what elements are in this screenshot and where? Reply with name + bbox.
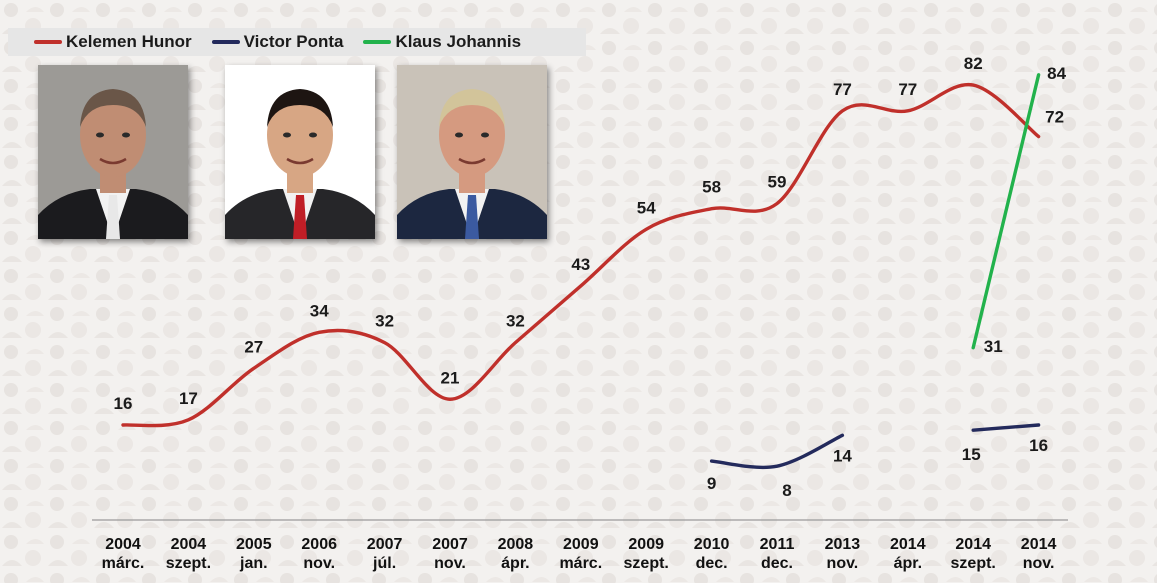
x-tick-label: 2006 nov. — [301, 536, 337, 572]
legend-swatch — [363, 40, 392, 44]
klaus-johannis-data-label: 84 — [1047, 64, 1066, 83]
x-tick-label: 2007 júl. — [367, 536, 403, 572]
kelemen-hunor-data-label: 59 — [768, 173, 787, 192]
x-tick-label: 2004 márc. — [102, 536, 145, 572]
legend-item-victor-ponta: Victor Ponta — [211, 32, 344, 52]
kelemen-hunor-data-label: 32 — [506, 312, 525, 331]
x-tick-label: 2008 ápr. — [498, 536, 534, 572]
kelemen-hunor-data-label: 34 — [310, 301, 329, 320]
legend-label: Victor Ponta — [243, 32, 344, 51]
x-tick-label: 2014 ápr. — [890, 536, 926, 572]
legend-swatch — [211, 40, 240, 44]
kelemen-hunor-data-label: 54 — [637, 198, 656, 217]
kelemen-hunor-data-label: 21 — [441, 368, 460, 387]
legend-swatch — [34, 40, 62, 44]
legend-label: Kelemen Hunor — [66, 32, 192, 51]
x-tick-label: 2011 dec. — [760, 536, 795, 572]
x-tick-label: 2004 szept. — [166, 536, 211, 572]
x-tick-label: 2013 nov. — [825, 536, 861, 572]
kelemen-hunor-data-label: 17 — [179, 389, 198, 408]
x-tick-label: 2005 jan. — [236, 536, 272, 572]
x-tick-label: 2014 szept. — [951, 536, 996, 572]
kelemen-hunor-data-label: 82 — [964, 54, 983, 73]
kelemen-hunor-data-label: 58 — [702, 178, 721, 197]
klaus-johannis-line-segment — [971, 73, 1041, 350]
legend-label: Klaus Johannis — [395, 32, 522, 51]
victor-ponta-data-label: 16 — [1029, 436, 1048, 455]
klaus-johannis-photo — [397, 65, 547, 239]
legend-item-kelemen-hunor: Kelemen Hunor — [34, 32, 192, 52]
klaus-johannis-data-label: 31 — [984, 337, 1003, 356]
victor-ponta-data-label: 8 — [782, 481, 791, 500]
x-tick-label: 2010 dec. — [694, 536, 730, 572]
kelemen-hunor-data-label: 27 — [244, 337, 263, 356]
kelemen-hunor-line-segment — [121, 83, 1041, 428]
victor-ponta-data-label: 9 — [707, 474, 716, 493]
kelemen-hunor-photo — [38, 65, 188, 239]
kelemen-hunor-data-label: 77 — [833, 80, 852, 99]
kelemen-hunor-data-label: 32 — [375, 312, 394, 331]
victor-ponta-line-segment — [709, 433, 845, 470]
victor-ponta-line-segment — [971, 423, 1041, 432]
kelemen-hunor-data-label: 16 — [114, 394, 133, 413]
victor-ponta-data-label: 14 — [833, 446, 852, 465]
x-tick-label: 2009 márc. — [559, 536, 602, 572]
x-tick-label: 2009 szept. — [624, 536, 669, 572]
legend: Kelemen Hunor Victor Ponta Klaus Johanni… — [8, 28, 586, 56]
victor-ponta-data-label: 15 — [962, 445, 981, 464]
x-tick-label: 2007 nov. — [432, 536, 468, 572]
legend-item-klaus-johannis: Klaus Johannis — [363, 32, 521, 52]
x-tick-label: 2014 nov. — [1021, 536, 1057, 572]
victor-ponta-photo — [225, 65, 375, 239]
kelemen-hunor-data-label: 72 — [1045, 108, 1064, 127]
kelemen-hunor-data-label: 77 — [898, 80, 917, 99]
kelemen-hunor-data-label: 43 — [571, 255, 590, 274]
